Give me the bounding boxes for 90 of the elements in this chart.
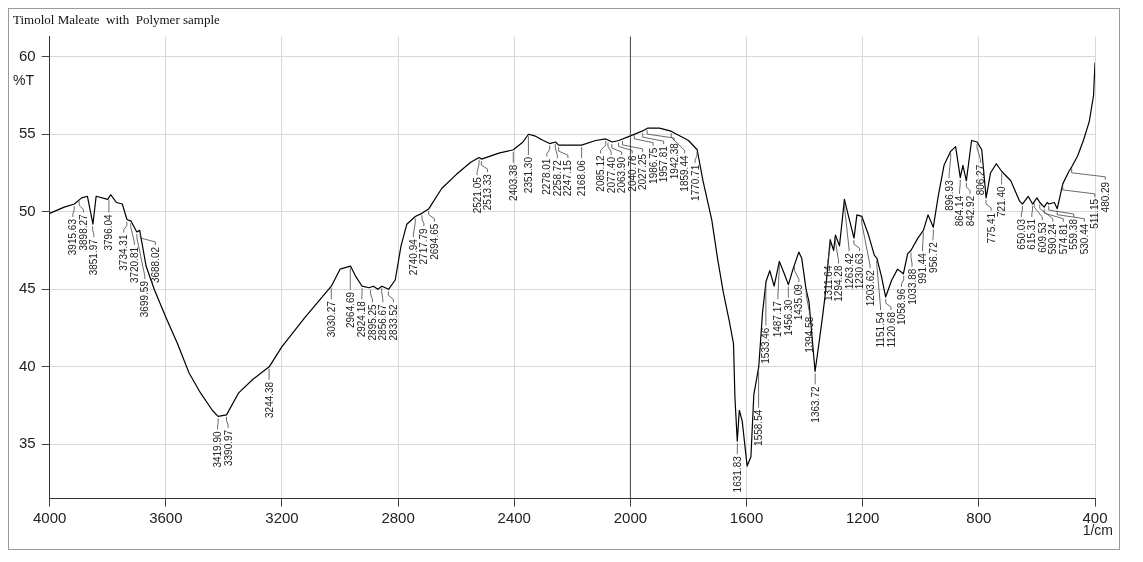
annotation: 2521.05 [471, 176, 483, 214]
annotation: 2717.79 [418, 227, 430, 265]
annotation: 2077.40 [605, 156, 617, 194]
annotation: 1942.38 [668, 142, 680, 180]
annotation: 1770.71 [689, 164, 701, 201]
annotation: 1558.54 [753, 409, 765, 446]
annotation: 2063.90 [616, 156, 628, 194]
annotation: 2403.38 [507, 164, 519, 201]
annotation: 1311.64 [822, 265, 834, 301]
annotation: 3796.04 [103, 213, 115, 251]
annotation: 3699.59 [139, 280, 151, 318]
annotation: 2027.25 [637, 153, 649, 191]
annotation: 864.14 [954, 195, 966, 227]
annotation: 1986.75 [647, 147, 659, 184]
annotation: 1435.09 [793, 283, 805, 321]
annotation: 615.31 [1026, 218, 1038, 250]
annotation: 956.72 [927, 241, 939, 273]
annotation: 530.44 [1078, 223, 1090, 255]
annotation: 2964.69 [344, 291, 356, 329]
annotation: 1859.44 [679, 155, 691, 192]
annotation: 2351.30 [522, 156, 534, 194]
annotation: 1263.42 [843, 252, 855, 290]
y-tick-label: 55 [19, 124, 36, 142]
x-tick-label: 3600 [149, 508, 183, 526]
annotation: 806.27 [975, 164, 987, 196]
annotation: 609.53 [1036, 221, 1048, 253]
x-tick-label: 1600 [729, 508, 764, 526]
annotation: 1533.46 [760, 327, 772, 364]
annotation: 2247.15 [562, 159, 574, 197]
annotation: 590.24 [1047, 223, 1059, 255]
annotation: 2040.76 [626, 155, 638, 192]
annotation: 3390.97 [222, 429, 234, 467]
x-tick-label: 800 [966, 508, 992, 526]
annotation: 3851.97 [88, 238, 100, 276]
annotation: 480.29 [1099, 181, 1111, 213]
annotation: 650.03 [1015, 218, 1027, 250]
annotation: 559.38 [1068, 218, 1080, 250]
annotation: 3734.31 [118, 234, 130, 271]
annotation: 1120.68 [885, 311, 897, 348]
annotation: 1230.63 [854, 252, 866, 290]
annotation: 1033.88 [906, 268, 918, 305]
x-tick-label: 2400 [497, 508, 531, 526]
annotation: 1957.81 [658, 145, 670, 183]
annotation: 991.44 [917, 252, 929, 284]
annotation: 2513.33 [482, 173, 494, 211]
annotation: 1456.30 [782, 299, 794, 336]
y-tick-label: 50 [19, 201, 36, 219]
annotation: 1151.54 [875, 311, 887, 348]
annotation: 3720.81 [128, 246, 140, 284]
annotation: 574.81 [1057, 223, 1069, 255]
annotation: 721.40 [996, 186, 1008, 218]
annotation: 2856.67 [377, 303, 389, 341]
annotation: 1487.17 [772, 300, 784, 338]
annotation: 511.15 [1089, 198, 1101, 229]
annotation: 2278.01 [541, 158, 553, 195]
annotation: 2168.06 [576, 159, 588, 197]
x-tick-label: 2000 [613, 508, 648, 526]
annotation: 3898.27 [77, 213, 89, 251]
annotation: 3030.27 [325, 300, 337, 338]
annotation: 2740.94 [407, 238, 419, 276]
y-tick-label: 60 [19, 46, 36, 64]
annotation: 3915.63 [67, 218, 79, 256]
annotation: 2258.72 [551, 159, 563, 197]
x-tick-label: 2800 [381, 508, 415, 526]
annotation: 2895.25 [366, 303, 378, 341]
x-tick-label: 1200 [846, 508, 880, 526]
annotation: 775.41 [985, 212, 997, 244]
chart-title: Timolol Maleate with Polymer sample [13, 12, 221, 28]
annotation: 1363.72 [809, 386, 821, 423]
y-tick-label: 40 [19, 356, 36, 374]
annotation: 1631.83 [731, 455, 743, 493]
x-tick-label: 4000 [33, 508, 67, 526]
annotation: 3419.90 [212, 431, 224, 468]
annotation: 1394.58 [803, 316, 815, 353]
annotation: 2833.52 [387, 303, 399, 341]
annotation: 842.92 [964, 195, 976, 227]
x-axis-title: 1/cm [1082, 522, 1113, 539]
annotation: 1294.28 [833, 265, 845, 302]
annotation: 3688.02 [149, 246, 161, 284]
x-tick-label: 3200 [265, 508, 299, 526]
annotation: 896.93 [943, 179, 955, 211]
annotation: 1203.62 [864, 269, 876, 307]
annotation: 1058.96 [896, 288, 908, 325]
y-tick-label: 35 [19, 434, 36, 452]
annotation: 2694.65 [428, 223, 440, 260]
annotation: 2924.18 [356, 300, 368, 338]
annotation: 2085.12 [595, 155, 607, 192]
annotation: 3244.38 [263, 381, 275, 418]
y-axis-title: %T [13, 71, 35, 88]
y-tick-label: 45 [19, 279, 36, 297]
